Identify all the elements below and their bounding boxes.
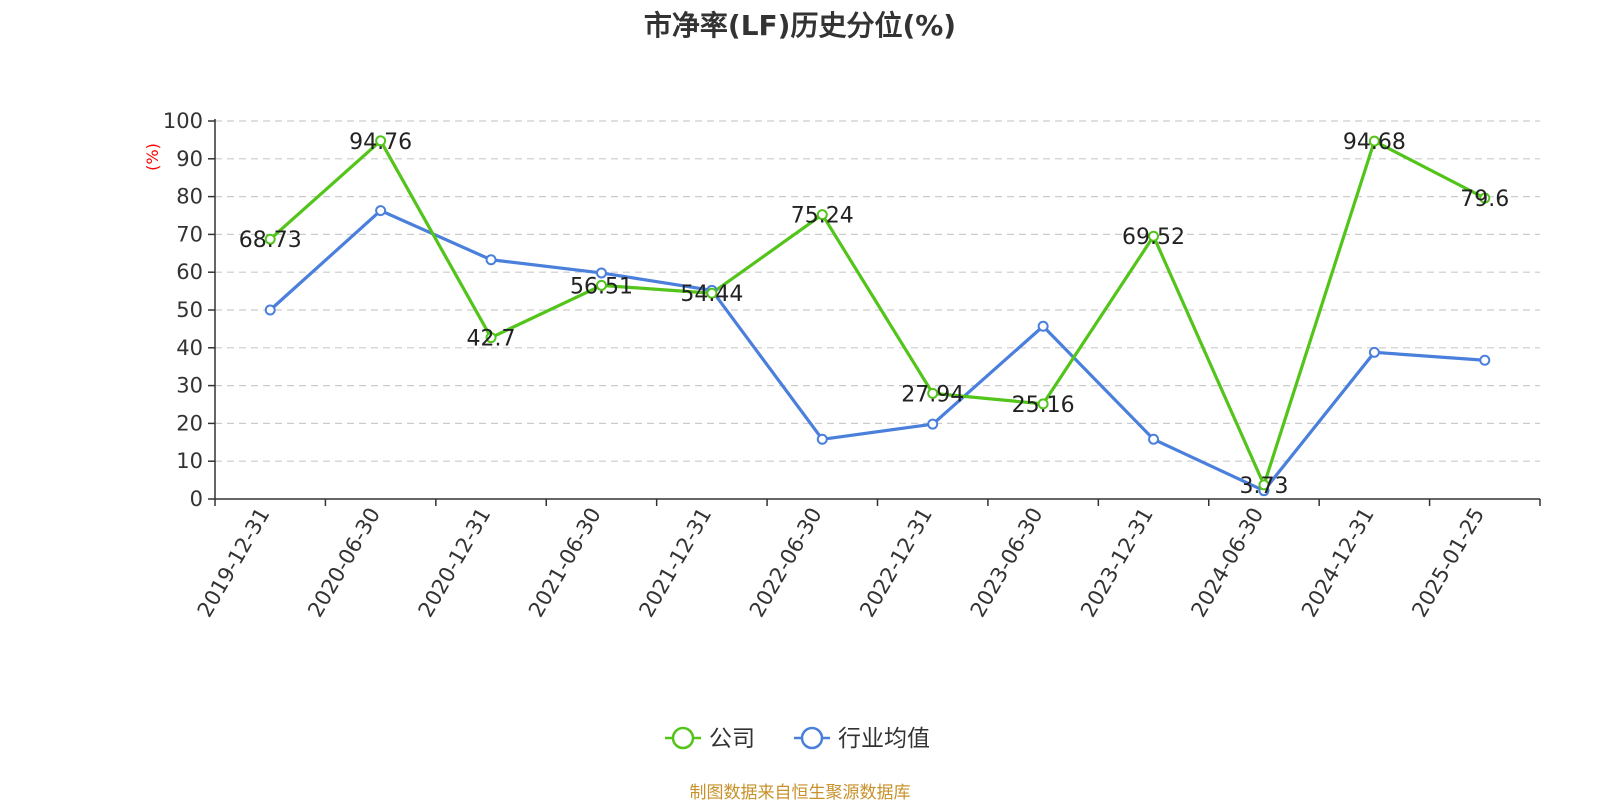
data-point [1479, 192, 1491, 204]
x-tick-label: 2020-06-30 [303, 504, 385, 622]
data-label: 25.16 [1012, 393, 1075, 418]
chart-title: 市净率(LF)历史分位(%) [643, 9, 957, 42]
data-label: 69.52 [1122, 225, 1185, 250]
data-point [1148, 230, 1160, 242]
data-point [1037, 320, 1049, 332]
y-axis-ticks: 0 10 20 30 40 50 60 70 80 90 100 [163, 109, 215, 511]
series-line-1 [269, 208, 1485, 493]
data-point [1368, 346, 1380, 358]
data-point [816, 209, 828, 221]
series-lines [269, 139, 1486, 493]
data-point [595, 267, 607, 279]
y-tick-label: 30 [176, 374, 203, 398]
y-tick-label: 100 [163, 109, 203, 133]
x-tick-label: 2024-12-31 [1297, 504, 1379, 622]
x-tick-label: 2020-12-31 [414, 503, 496, 621]
x-tick-label: 2025-01-25 [1407, 504, 1489, 622]
x-tick-label: 2022-06-30 [745, 504, 827, 622]
data-point [485, 254, 497, 266]
data-point [927, 387, 939, 399]
source-footer: 制图数据来自恒生聚源数据库 [689, 783, 911, 803]
data-point [375, 135, 387, 147]
x-tick-label: 2021-06-30 [524, 504, 606, 622]
data-label: 42.7 [467, 327, 516, 352]
data-point [706, 287, 718, 299]
data-point [816, 433, 828, 445]
y-tick-label: 60 [176, 260, 203, 284]
data-label: 75.24 [791, 204, 854, 229]
grid-lines [215, 120, 1540, 462]
data-point [264, 304, 276, 316]
series-line-0 [269, 139, 1486, 487]
data-label: 68.73 [239, 228, 302, 253]
legend-marker [800, 726, 824, 750]
legend-marker [671, 726, 695, 750]
data-point [264, 233, 276, 245]
legend-label: 公司 [709, 726, 755, 752]
data-labels: 68.73 94.76 42.7 56.51 54.44 75.24 27.94 25.16 6… [239, 130, 1510, 499]
data-point [1258, 479, 1270, 491]
data-point [595, 279, 607, 291]
data-point [485, 332, 497, 344]
legend-label: 行业均值 [838, 726, 930, 752]
data-point [1148, 433, 1160, 445]
x-tick-label: 2021-12-31 [634, 504, 716, 622]
x-axis-ticks: 2019-12-31 2020-06-30 2020-12-31 2021-06-30… [193, 499, 1541, 622]
data-label: 79.6 [1460, 187, 1509, 212]
data-point [1037, 398, 1049, 410]
x-tick-label: 2019-12-31 [193, 504, 275, 622]
axes [214, 119, 1540, 500]
data-point [927, 418, 939, 430]
data-label: 3.73 [1239, 474, 1288, 499]
y-tick-label: 20 [176, 411, 203, 435]
y-tick-label: 0 [190, 487, 203, 511]
legend-item-0: 公司 [665, 726, 755, 752]
x-tick-label: 2024-06-30 [1186, 504, 1268, 622]
y-tick-label: 90 [176, 147, 203, 171]
data-label: 56.51 [570, 274, 633, 299]
data-point [375, 205, 387, 217]
data-label: 27.94 [901, 382, 964, 407]
x-tick-label: 2022-12-31 [855, 503, 937, 621]
data-point [1479, 354, 1491, 366]
data-label: 54.44 [680, 282, 743, 307]
legend: 公司 行业均值 [665, 726, 930, 752]
y-tick-label: 50 [176, 298, 203, 322]
legend-item-1: 行业均值 [794, 726, 930, 752]
x-tick-label: 2023-12-31 [1076, 504, 1158, 622]
y-tick-label: 80 [176, 185, 203, 209]
y-tick-label: 70 [176, 222, 203, 246]
y-tick-label: 10 [176, 449, 203, 473]
data-point [1368, 135, 1380, 147]
data-label: 94.68 [1343, 130, 1406, 155]
series-points [264, 135, 1491, 497]
y-axis-label: (%) [143, 143, 162, 171]
data-label: 94.76 [349, 130, 412, 155]
x-tick-label: 2023-06-30 [966, 504, 1048, 622]
y-tick-label: 40 [176, 336, 203, 360]
